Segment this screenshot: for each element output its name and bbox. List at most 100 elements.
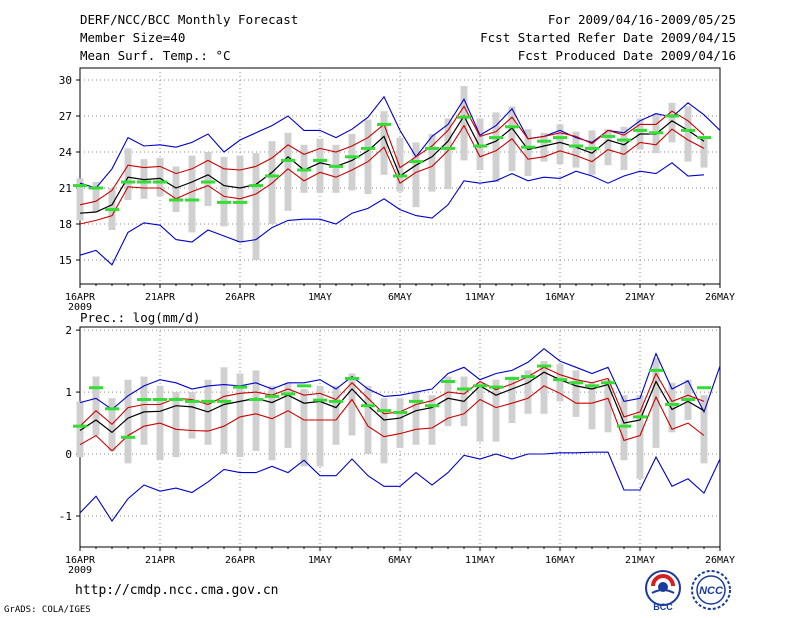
precip-member-range-bar: [620, 395, 628, 461]
temp-member-range-bar: [92, 182, 100, 212]
precip-member-range-bar: [604, 379, 612, 433]
grads-credit: GrADS: COLA/IGES: [4, 605, 91, 615]
temp-x-tick-label: 11MAY: [465, 292, 495, 303]
temp-y-tick-label: 27: [59, 110, 72, 123]
precip-member-range-bar: [300, 388, 308, 467]
temp-member-range-bar: [172, 166, 180, 212]
precip-member-range-bar: [540, 361, 548, 414]
temp-member-range-bar: [316, 138, 324, 193]
precip-x-tick-label: 16MAY: [545, 555, 575, 566]
temp-x-tick-label: 26APR: [225, 292, 256, 303]
temp-member-range-bar: [604, 129, 612, 166]
temp-line-upper-spread: [79, 105, 705, 206]
precip-member-range-bar: [412, 392, 420, 445]
precip-y-tick-label: 0: [65, 448, 72, 461]
temp-line-envelope-min: [79, 162, 705, 266]
temp-member-range-bar: [444, 118, 452, 190]
temp-x-tick-label: 1MAY: [308, 292, 332, 303]
precip-x-tick-label: 6MAY: [388, 555, 412, 566]
precip-member-range-bar: [76, 401, 84, 458]
precip-x-tick-label: 26MAY: [705, 555, 735, 566]
temp-x-tick-label: 26MAY: [705, 292, 735, 303]
precip-member-range-bar: [140, 376, 148, 445]
precip-member-range-bar: [252, 370, 260, 451]
precip-member-range-bar: [588, 382, 596, 430]
temp-x-tick-label: 21APR: [145, 292, 176, 303]
temp-member-range-bar: [76, 178, 84, 221]
precip-member-range-bar: [524, 370, 532, 414]
temp-member-range-bar: [572, 131, 580, 168]
precip-y-tick-label: -1: [59, 510, 72, 523]
source-url: http://cmdp.ncc.cma.gov.cn: [75, 583, 279, 598]
precip-member-range-bar: [284, 382, 292, 448]
precip-member-range-bar: [652, 357, 660, 448]
precip-member-range-bar: [636, 395, 644, 479]
precip-member-range-bar: [92, 376, 100, 436]
forecast-start-date: Fcst Started Refer Date 2009/04/15: [480, 30, 736, 45]
temp-y-tick-label: 24: [59, 146, 73, 159]
temp-line-envelope-max: [79, 95, 721, 189]
precip-member-range-bar: [332, 385, 340, 445]
temp-member-range-bar: [620, 126, 628, 170]
precip-x-tick-label: 11MAY: [465, 555, 495, 566]
forecast-period: For 2009/04/16-2009/05/25: [547, 12, 736, 27]
ncc-logo-text: NCC: [699, 585, 724, 597]
temp-member-range-bar: [684, 106, 692, 162]
temp-x-tick-label: 21MAY: [625, 292, 655, 303]
temp-member-range-bar: [220, 156, 228, 227]
temp-member-range-bar: [380, 111, 388, 175]
precip-member-range-bar: [668, 382, 676, 433]
precip-member-range-bar: [348, 373, 356, 436]
temp-member-range-bar: [364, 119, 372, 194]
temp-x-tick-label: 16APR: [65, 292, 96, 303]
bcc-logo: BCC: [645, 570, 681, 612]
member-size: Member Size=40: [80, 30, 186, 45]
temp-member-range-bar: [252, 153, 260, 260]
precip-line-envelope-max: [79, 347, 721, 414]
precip-member-range-bar: [444, 376, 452, 427]
temp-member-range-bar: [284, 132, 292, 211]
precip-x-tick-label: 21MAY: [625, 555, 655, 566]
temp-member-range-bar: [396, 137, 404, 192]
precip-x-tick-label: 21APR: [145, 555, 176, 566]
precip-member-range-bar: [364, 385, 372, 455]
precip-member-range-bar: [124, 379, 132, 464]
precip-y-tick-label: 2: [65, 324, 72, 337]
precip-member-range-bar: [220, 367, 228, 455]
precip-member-range-bar: [268, 385, 276, 461]
temp-member-range-bar: [412, 142, 420, 208]
temp-member-range-bar: [124, 148, 132, 200]
temp-member-range-bar: [204, 152, 212, 206]
precip-line-ensemble-mean: [79, 371, 705, 434]
temp-member-range-bar: [524, 129, 532, 176]
temp-member-range-bar: [188, 155, 196, 233]
temp-y-tick-label: 15: [59, 254, 72, 267]
precip-member-range-bar: [492, 379, 500, 442]
variable-label: Mean Surf. Temp.: °C: [80, 48, 231, 63]
precip-y-tick-label: 1: [65, 386, 72, 399]
precip-member-range-bar: [316, 385, 324, 467]
temp-member-range-bar: [668, 102, 676, 143]
temp-x-tick-year: 2009: [68, 302, 92, 313]
precip-line-lower-spread: [79, 385, 705, 452]
temp-x-tick-label: 6MAY: [388, 292, 412, 303]
precip-member-range-bar: [172, 392, 180, 458]
precip-member-range-bar: [508, 376, 516, 424]
precip-x-tick-label: 1MAY: [308, 555, 332, 566]
precip-member-range-bar: [556, 364, 564, 402]
temp-member-range-bar: [332, 144, 340, 193]
precip-member-range-bar: [396, 398, 404, 448]
precip-x-tick-label: 16APR: [65, 555, 96, 566]
temp-line-lower-spread: [79, 124, 705, 225]
precip-line-upper-spread: [79, 366, 705, 427]
temp-member-range-bar: [700, 137, 708, 168]
ncc-logo: NCC: [691, 570, 731, 610]
temp-member-range-bar: [492, 112, 500, 182]
temp-member-range-bar: [348, 134, 356, 191]
precip-x-tick-year: 2009: [68, 565, 92, 576]
precip-member-range-bar: [572, 370, 580, 417]
chart-title: DERF/NCC/BCC Monthly Forecast: [80, 12, 299, 27]
precip-line-envelope-min: [79, 451, 721, 522]
precip-member-range-bar: [236, 373, 244, 458]
